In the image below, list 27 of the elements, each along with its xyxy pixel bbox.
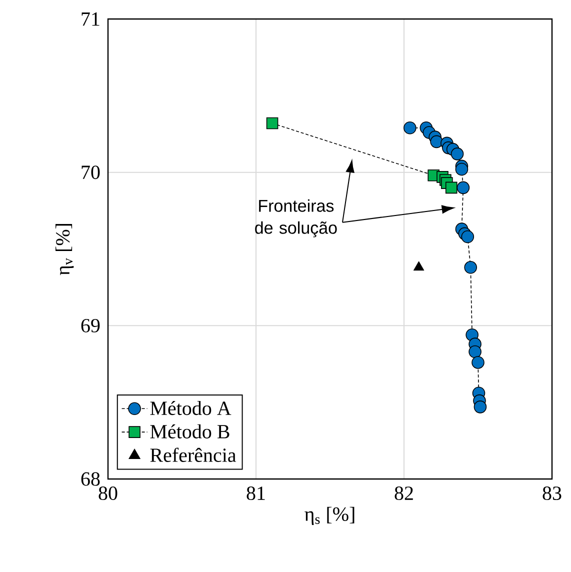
point	[461, 230, 474, 244]
point	[413, 261, 424, 271]
point	[464, 261, 478, 274]
x-tick-label: 81	[246, 486, 265, 500]
x-tick-label: 80	[98, 486, 118, 500]
y-tick-label: 70	[82, 166, 100, 180]
annotation: Fronteiras de solução	[255, 199, 337, 238]
x-tick-label: 83	[542, 486, 562, 500]
y-axis-title: η$_{v}$ [%]	[56, 224, 74, 276]
y-tick-label: 71	[82, 12, 100, 26]
point	[404, 121, 416, 134]
point	[455, 162, 468, 176]
point	[450, 148, 464, 160]
legend-label: Método B	[150, 424, 230, 438]
x-tick-label: 82	[394, 486, 413, 500]
point	[430, 135, 443, 148]
x-axis-title: η$_{s}$ [%]	[304, 506, 354, 525]
point	[472, 356, 484, 369]
point	[456, 181, 470, 194]
y-tick-label: 69	[81, 318, 100, 332]
point	[474, 400, 487, 414]
point	[266, 117, 278, 130]
legend-label: Referência	[150, 448, 236, 462]
y-tick-label: 68	[81, 472, 100, 486]
legend-label: Método A	[150, 400, 232, 416]
point	[445, 182, 458, 194]
point	[468, 345, 482, 358]
